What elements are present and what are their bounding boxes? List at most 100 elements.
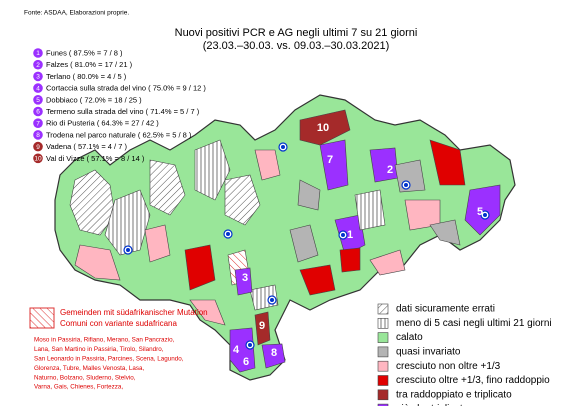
- municipality: [261, 343, 286, 369]
- map-rank-label: 7: [327, 154, 333, 166]
- legend-swatch: [377, 332, 389, 343]
- town-dot: [126, 248, 130, 252]
- legend-label: tra raddoppiato e triplicato: [396, 389, 512, 400]
- legend-swatch: [377, 375, 389, 386]
- municipality: [229, 327, 256, 373]
- town-dot: [270, 298, 274, 302]
- rank-badge: [33, 71, 43, 82]
- rank-number: 3: [36, 74, 40, 81]
- map-rank-label: 6: [243, 356, 249, 368]
- legend-swatch: [377, 317, 389, 329]
- municipality: [299, 264, 336, 296]
- municipality: [334, 214, 366, 256]
- rank-number: 8: [36, 132, 40, 139]
- rank-text: Funes ( 87.5% = 7 / 8 ): [46, 48, 123, 57]
- mutation-line: Moso in Passiria, Rifiano, Merano, San P…: [34, 337, 175, 344]
- rank-badge: [33, 118, 43, 128]
- map-rank-label: 2: [387, 164, 393, 176]
- municipality: [289, 224, 319, 263]
- rank-text: Falzes ( 81.0% = 17 / 21 ): [46, 60, 133, 69]
- map-rank-label: 9: [259, 320, 265, 332]
- municipality: [319, 139, 349, 191]
- town-dot: [248, 343, 252, 347]
- mutation-line: Naturno, Bolzano, Sluderno, Stelvio,: [34, 374, 136, 381]
- rank-number: 4: [36, 85, 40, 92]
- municipality: [369, 249, 406, 276]
- mutation-line: Glorenza, Tubre, Malles Venosta, Lasa,: [34, 365, 145, 372]
- map-rank-label: 1: [347, 229, 353, 241]
- municipality: [429, 219, 461, 246]
- rank-number: 1: [36, 50, 40, 57]
- mutation-line: San Leonardo in Passiria, Parcines, Scen…: [34, 355, 184, 362]
- legend-swatch: [377, 346, 389, 358]
- municipality: [369, 147, 399, 183]
- rank-number: 6: [36, 109, 40, 116]
- rank-text: Rio di Pusteria ( 64.3% = 27 / 42 ): [46, 119, 159, 128]
- mutation-title-de: Gemeinden mit südafrikanischer Mutation: [60, 308, 208, 317]
- rank-text: Trodena nel parco naturale ( 62.5% = 5 /…: [46, 130, 192, 139]
- legend-label: meno di 5 casi negli ultimi 21 giorni: [396, 318, 552, 329]
- map-rank-label: 10: [317, 122, 329, 134]
- rank-badge: [33, 106, 43, 117]
- town-dot: [404, 183, 408, 187]
- town-dot: [226, 232, 230, 236]
- municipality: [69, 169, 116, 236]
- municipality: [144, 224, 171, 263]
- mutation-line: Varna, Gais, Chienes, Fortezza,: [34, 384, 123, 391]
- mutation-title-it: Comuni con variante sudafricana: [60, 319, 178, 328]
- municipality: [254, 149, 281, 181]
- municipality: [297, 179, 321, 211]
- town-dot: [483, 213, 487, 217]
- rank-badge: [33, 130, 43, 140]
- rank-text: Val di Vizze ( 57.1% = 8 / 14 ): [46, 154, 145, 163]
- legend-label: cresciuto non oltre +1/3: [396, 361, 501, 372]
- rank-badge: [33, 153, 43, 164]
- municipality: [184, 244, 216, 291]
- legend-swatch: [377, 303, 389, 315]
- mutation-swatch: [29, 307, 55, 329]
- legend-label: quasi invariato: [396, 347, 461, 358]
- municipality: [339, 247, 361, 273]
- municipality: [104, 189, 151, 256]
- legend-swatch: [377, 389, 389, 401]
- rank-badge: [33, 141, 43, 152]
- rank-badge: [33, 83, 43, 93]
- municipality: [189, 299, 226, 326]
- town-dot: [281, 145, 285, 149]
- source: Fonte: ASDAA, Elaborazioni proprie.: [24, 10, 129, 17]
- municipality: [234, 267, 253, 296]
- legend-swatch: [377, 360, 389, 372]
- map: 1 2 3 4 5 6 7 8 9 10: [54, 94, 516, 381]
- municipality: [224, 174, 261, 226]
- rank-text: Termeno sulla strada del vino ( 71.4% = …: [46, 107, 200, 116]
- rank-text: Vadena ( 57.1% = 4 / 7 ): [46, 142, 127, 151]
- rank-text: Terlano ( 80.0% = 4 / 5 ): [46, 72, 127, 81]
- rank-number: 2: [36, 62, 40, 69]
- map-rank-label: 4: [233, 344, 240, 356]
- map-rank-label: 3: [242, 272, 248, 284]
- legend-label: cresciuto oltre +1/3, fino raddoppio: [396, 375, 550, 386]
- rank-text: Cortaccia sulla strada del vino ( 75.0% …: [46, 84, 206, 93]
- title: Nuovi positivi PCR e AG negli ultimi 7 s…: [175, 27, 418, 39]
- municipality: [74, 244, 121, 281]
- map-rank-label: 5: [477, 206, 483, 218]
- rank-number: 7: [36, 120, 40, 127]
- rank-badge: [33, 95, 43, 105]
- rank-text: Dobbiaco ( 72.0% = 18 / 25 ): [46, 95, 142, 104]
- subtitle: (23.03.–30.03. vs. 09.03.–30.03.2021): [203, 40, 390, 52]
- municipality: [194, 139, 231, 201]
- rank-number: 10: [34, 156, 42, 163]
- municipality: [254, 311, 271, 346]
- mutation-line: Lana, San Martino in Passiria, Tirolo, S…: [34, 346, 164, 353]
- rank-number: 5: [36, 97, 40, 104]
- town-dot: [341, 233, 345, 237]
- municipality: [149, 159, 186, 216]
- mutation-box: Gemeinden mit südafrikanischer Mutation C…: [29, 307, 208, 391]
- rank-badge: [33, 59, 43, 70]
- map-rank-label: 8: [271, 347, 277, 359]
- municipality: [464, 184, 501, 236]
- municipality: [299, 109, 351, 146]
- rank-number: 9: [36, 144, 40, 151]
- municipality: [429, 139, 466, 186]
